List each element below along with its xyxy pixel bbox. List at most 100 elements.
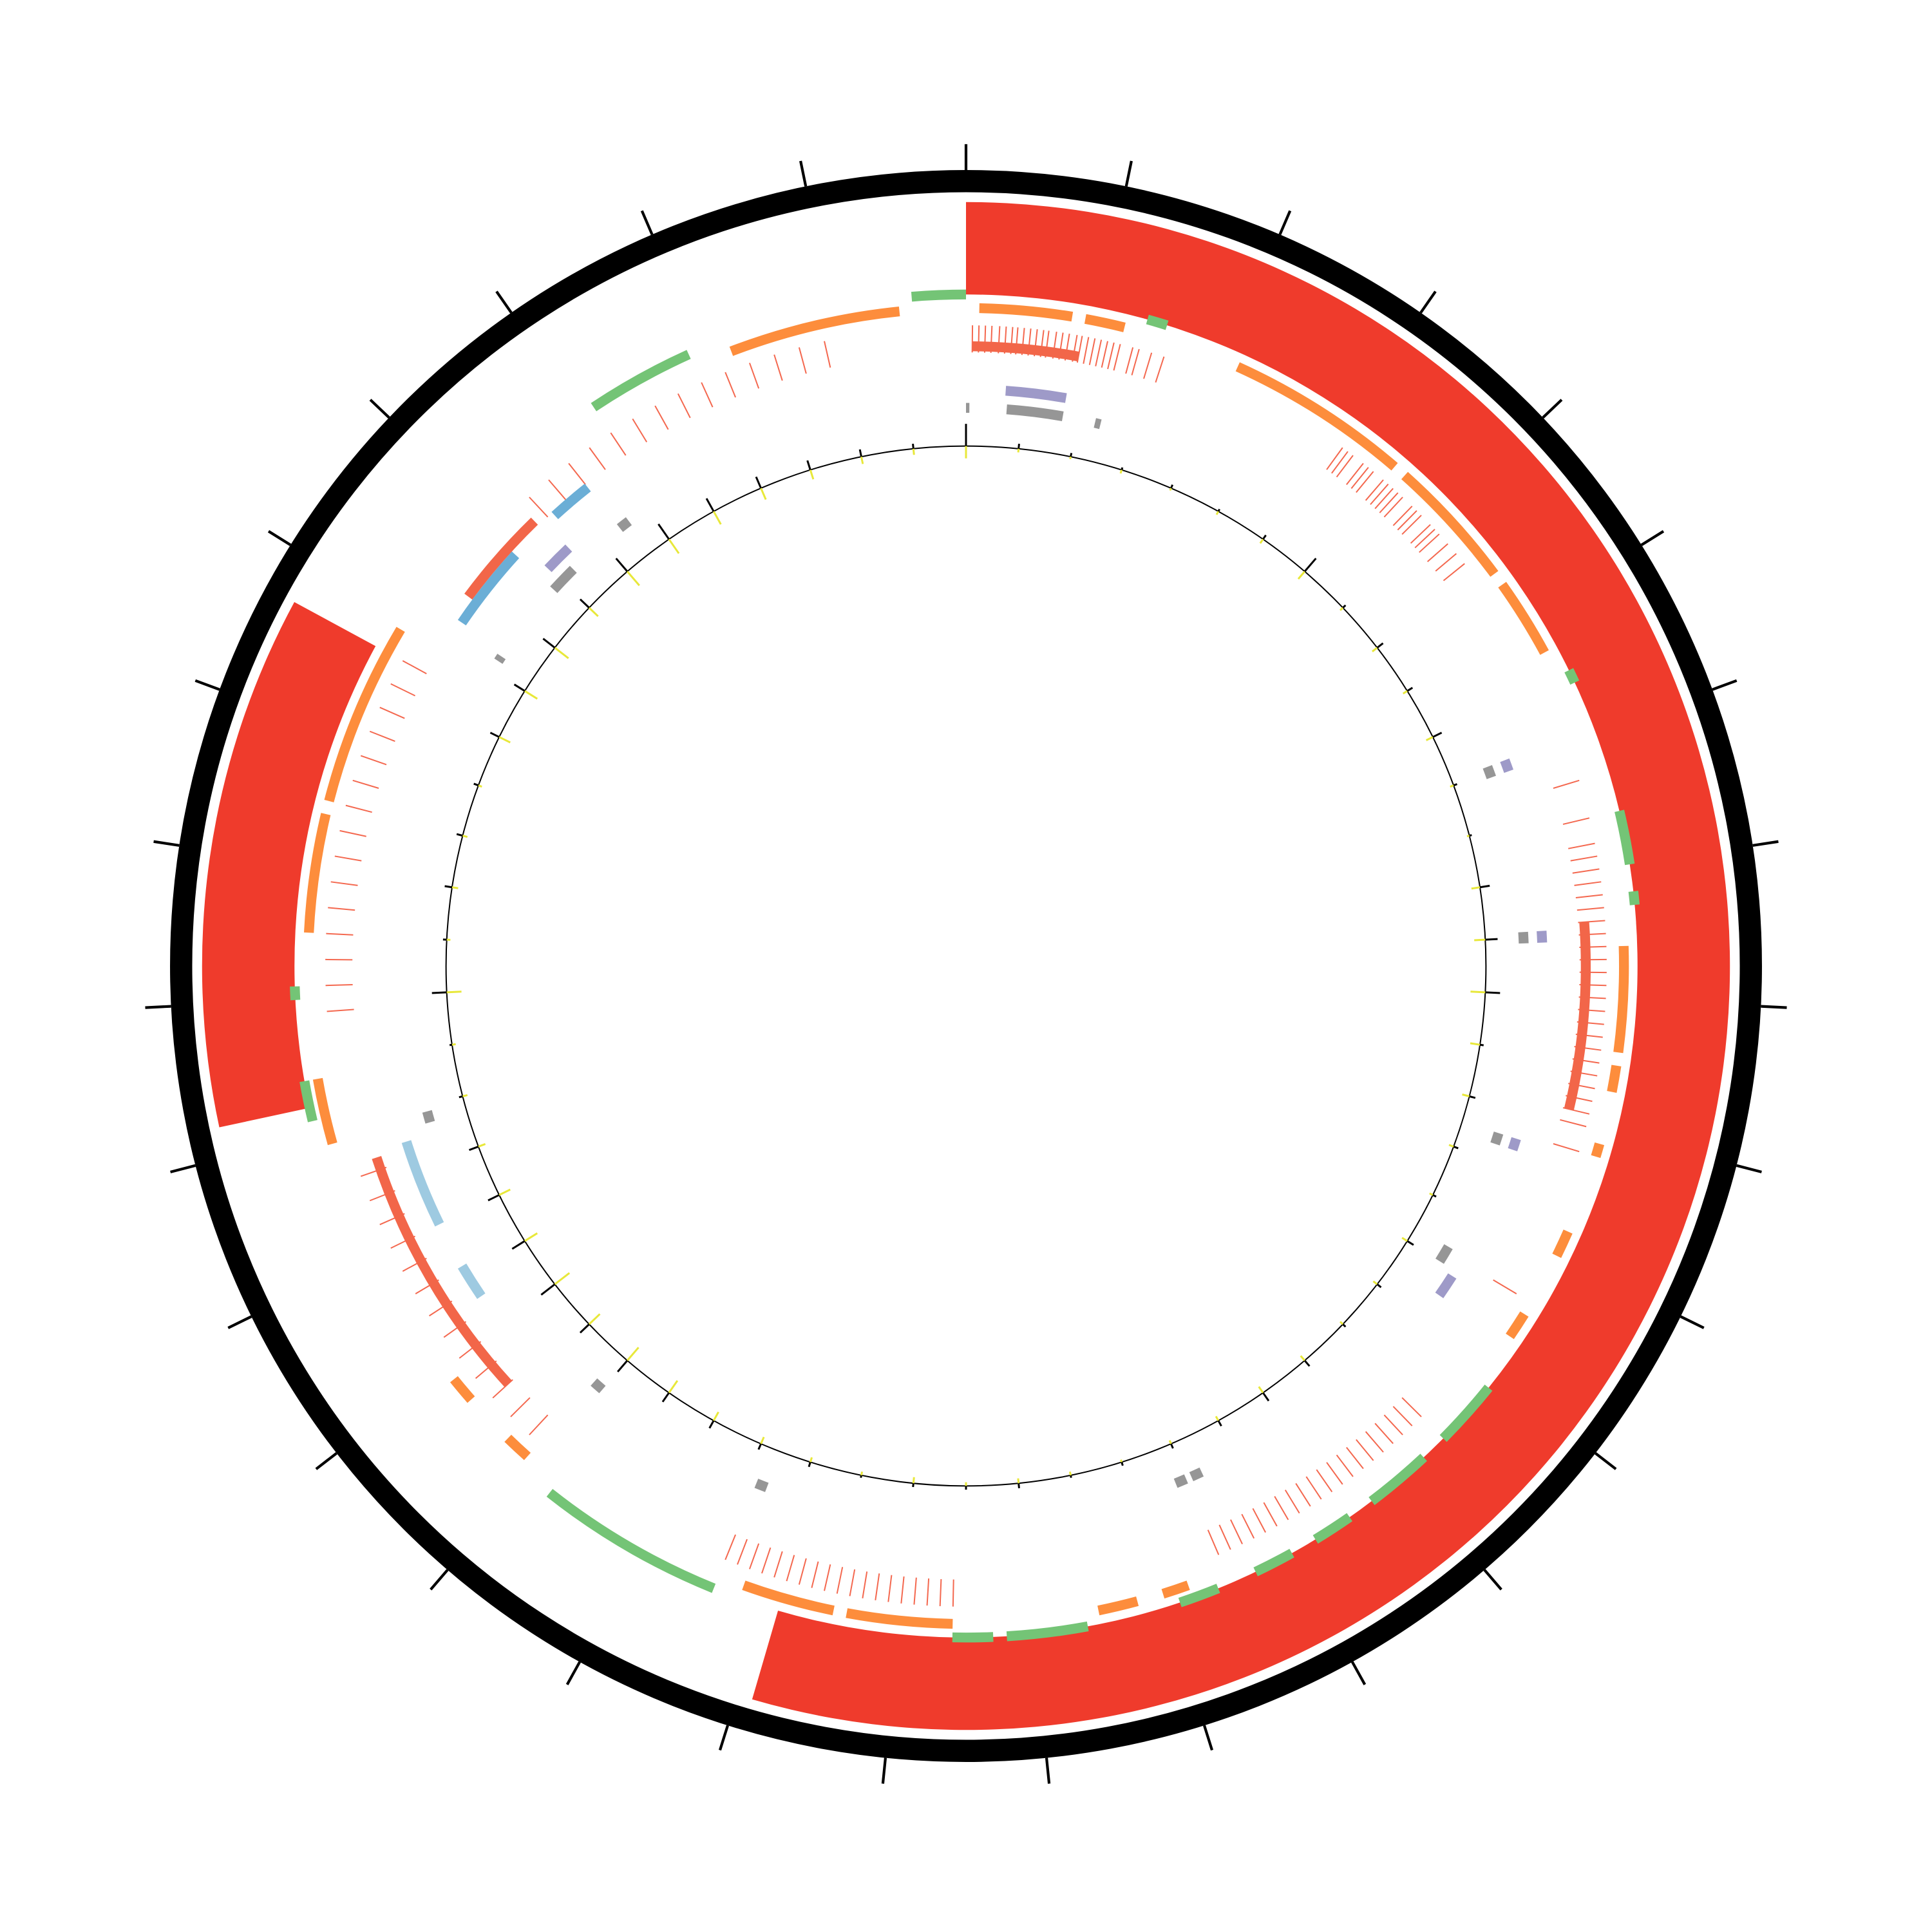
- histogram-spike: [1485, 991, 1501, 994]
- feature-tick: [1356, 471, 1374, 493]
- tracks: [145, 144, 1787, 1784]
- histogram-spike: [444, 885, 453, 889]
- histogram-spike: [588, 1313, 601, 1325]
- track-segment: [464, 517, 538, 600]
- feature-tick: [1143, 352, 1153, 379]
- feature-tick: [1336, 1454, 1354, 1477]
- scale-tick: [227, 1315, 252, 1329]
- histogram-spike: [1425, 736, 1434, 741]
- histogram-spike: [1406, 1240, 1414, 1246]
- histogram-spike: [524, 690, 538, 700]
- track-segment: [1508, 1137, 1521, 1151]
- histogram-spike: [1170, 484, 1174, 489]
- histogram-spike: [712, 1411, 719, 1421]
- track-segment: [1435, 1244, 1453, 1264]
- scale-tick: [718, 1725, 730, 1751]
- histogram-spike: [1017, 448, 1020, 453]
- histogram-spike: [1070, 1475, 1072, 1478]
- histogram-spike: [658, 523, 670, 540]
- feature-tick: [1088, 338, 1096, 365]
- track-segment: [952, 1632, 994, 1643]
- histogram-spike: [860, 1475, 862, 1478]
- feature-tick: [568, 462, 586, 486]
- track-segment: [1564, 668, 1580, 685]
- histogram-spike: [626, 571, 640, 587]
- histogram-spike: [478, 1143, 486, 1148]
- track-segment: [312, 1077, 337, 1146]
- histogram-spike: [1372, 1280, 1378, 1285]
- track-segment: [1498, 582, 1549, 655]
- feature-tick: [1356, 1439, 1374, 1461]
- feature-tick: [1346, 1446, 1364, 1470]
- histogram-spike: [668, 538, 680, 554]
- feature-tick: [1125, 347, 1134, 374]
- histogram-spike: [1119, 469, 1123, 474]
- track-segment: [1591, 1142, 1605, 1159]
- feature-tick: [1383, 497, 1403, 518]
- feature-tick: [352, 779, 379, 789]
- histogram-spike: [1453, 1146, 1459, 1150]
- scale-tick: [430, 1569, 449, 1591]
- track-segment: [1312, 1513, 1353, 1544]
- track-segment: [1518, 931, 1529, 944]
- track-segment: [450, 1376, 475, 1403]
- histogram-spike: [540, 1283, 556, 1296]
- histogram-spike: [524, 1232, 538, 1242]
- scale-tick: [640, 210, 654, 236]
- scale-tick: [170, 1164, 196, 1173]
- feature-tick: [1443, 563, 1465, 582]
- feature-tick: [1346, 462, 1364, 486]
- scale-tick: [1640, 530, 1665, 547]
- histogram-spike: [542, 638, 556, 649]
- feature-tick: [701, 382, 714, 408]
- feature-tick: [1392, 506, 1413, 526]
- scale-tick: [1483, 1569, 1502, 1591]
- feature-tick: [836, 1567, 844, 1594]
- track-segment: [1439, 1385, 1493, 1442]
- histogram-spike: [1479, 884, 1490, 889]
- feature-tick: [1305, 1476, 1322, 1500]
- histogram-spike: [757, 1443, 762, 1450]
- histogram-spike: [615, 558, 629, 573]
- feature-tick: [402, 660, 427, 674]
- feature-tick: [1570, 855, 1598, 862]
- feature-tick: [798, 347, 807, 374]
- feature-tick: [1572, 868, 1600, 874]
- histogram-spike: [1340, 1321, 1344, 1325]
- track-segment: [422, 1110, 435, 1124]
- feature-tick: [1419, 533, 1440, 553]
- track-segment: [1401, 471, 1499, 577]
- histogram-spike: [1462, 1094, 1470, 1097]
- feature-tick: [1560, 1119, 1587, 1128]
- track-segment: [1564, 922, 1591, 1111]
- histogram-spike: [554, 1272, 571, 1285]
- histogram-spike: [1169, 488, 1172, 491]
- feature-tick: [1241, 1513, 1255, 1539]
- feature-tick: [330, 881, 358, 886]
- scale-tick: [1202, 1725, 1214, 1751]
- feature-tick: [748, 363, 760, 389]
- track-segment: [1613, 945, 1629, 1054]
- track-segment: [1005, 386, 1067, 403]
- feature-tick: [773, 354, 783, 381]
- feature-tick: [786, 1555, 795, 1582]
- histogram-spike: [912, 443, 914, 449]
- track-segment: [1506, 1311, 1529, 1340]
- feature-tick: [1207, 1530, 1220, 1555]
- track-segment: [591, 350, 691, 412]
- histogram-spike: [1453, 783, 1458, 786]
- track-segment: [1368, 1454, 1427, 1506]
- feature-tick: [345, 804, 372, 813]
- feature-tick: [824, 1564, 831, 1591]
- track-segment: [1615, 810, 1635, 866]
- track-segment: [1146, 314, 1169, 330]
- track-segment: [1173, 1474, 1188, 1488]
- track-segment: [1006, 404, 1064, 421]
- histogram-spike: [760, 1436, 765, 1444]
- histogram-spike: [1342, 1323, 1347, 1328]
- histogram-spike: [708, 1420, 715, 1429]
- track-segment: [504, 1434, 531, 1461]
- feature-tick: [811, 1561, 819, 1588]
- histogram-spike: [1406, 687, 1414, 692]
